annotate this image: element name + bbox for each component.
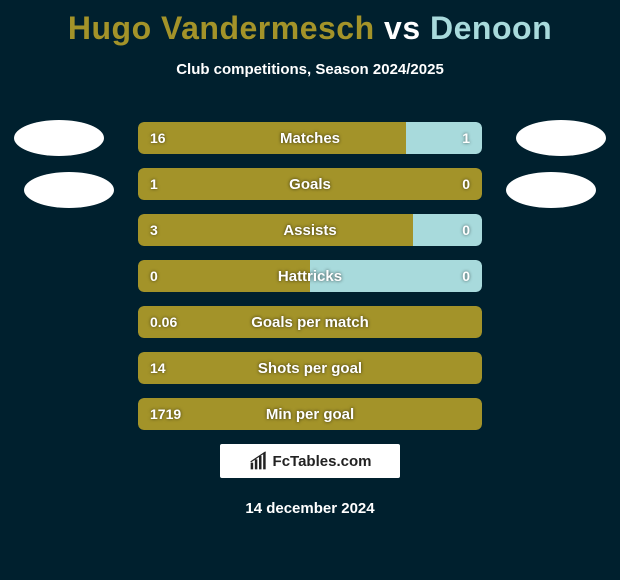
player1-avatar-alt bbox=[24, 172, 114, 208]
stat-value-player1: 16 bbox=[150, 122, 166, 154]
stat-row: 10Goals bbox=[138, 168, 482, 200]
stat-row: 00Hattricks bbox=[138, 260, 482, 292]
subtitle: Club competitions, Season 2024/2025 bbox=[0, 61, 620, 78]
stat-value-player1: 0 bbox=[150, 260, 158, 292]
comparison-title: Hugo Vandermesch vs Denoon bbox=[0, 0, 620, 47]
stat-value-player1: 3 bbox=[150, 214, 158, 246]
stat-row: 161Matches bbox=[138, 122, 482, 154]
site-logo: FcTables.com bbox=[220, 444, 400, 478]
bar-segment-player1 bbox=[138, 306, 482, 338]
stat-value-player1: 1719 bbox=[150, 398, 181, 430]
bar-segment-player2 bbox=[406, 122, 482, 154]
stat-value-player2: 0 bbox=[462, 168, 470, 200]
stat-row: 1719Min per goal bbox=[138, 398, 482, 430]
bar-segment-player1 bbox=[138, 260, 310, 292]
bar-segment-player1 bbox=[138, 352, 482, 384]
bar-segment-player1 bbox=[138, 398, 482, 430]
date-text: 14 december 2024 bbox=[0, 500, 620, 517]
stat-value-player2: 0 bbox=[462, 260, 470, 292]
stat-value-player1: 1 bbox=[150, 168, 158, 200]
stat-value-player2: 0 bbox=[462, 214, 470, 246]
player1-avatar bbox=[14, 120, 104, 156]
stat-value-player2: 1 bbox=[462, 122, 470, 154]
stat-row: 14Shots per goal bbox=[138, 352, 482, 384]
stat-bars: 161Matches10Goals30Assists00Hattricks0.0… bbox=[138, 122, 482, 444]
player1-name: Hugo Vandermesch bbox=[68, 10, 375, 46]
bar-segment-player2 bbox=[413, 214, 482, 246]
bar-segment-player1 bbox=[138, 168, 482, 200]
player2-name: Denoon bbox=[430, 10, 552, 46]
chart-bars-icon bbox=[249, 451, 269, 471]
vs-text: vs bbox=[384, 10, 421, 46]
bar-segment-player2 bbox=[310, 260, 482, 292]
player2-avatar bbox=[516, 120, 606, 156]
logo-text: FcTables.com bbox=[273, 453, 372, 470]
stat-value-player1: 14 bbox=[150, 352, 166, 384]
stat-row: 0.06Goals per match bbox=[138, 306, 482, 338]
stat-row: 30Assists bbox=[138, 214, 482, 246]
bar-segment-player1 bbox=[138, 122, 406, 154]
stat-value-player1: 0.06 bbox=[150, 306, 177, 338]
bar-segment-player1 bbox=[138, 214, 413, 246]
player2-avatar-alt bbox=[506, 172, 596, 208]
